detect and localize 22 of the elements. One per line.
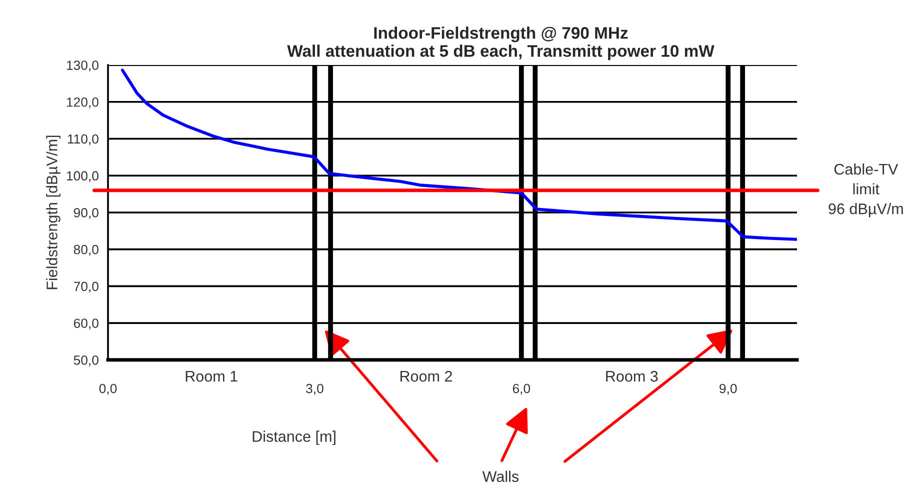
- text: Walls: [482, 470, 519, 482]
- x-tick-label: 0,0: [99, 384, 117, 395]
- y-tick-label: 70,0: [74, 282, 98, 293]
- chart-title: Indoor-Fieldstrength @ 790 MHz Wall attenuation at 5 dB each, Transmitt power 10 mW: [287, 26, 714, 60]
- y-axis-title: Fieldstrength [dBµV/m]: [46, 136, 60, 290]
- y-tick-label: 90,0: [74, 208, 98, 219]
- ref-line-label: Cable-TV limit 96 dBµV/m: [828, 163, 903, 218]
- x-tick-label: 3,0: [306, 384, 324, 395]
- y-tick-label: 80,0: [74, 244, 98, 256]
- y-tick-label: 110,0: [68, 134, 98, 146]
- y-tick-label: 100,0: [66, 171, 98, 182]
- text: Room 3: [606, 370, 658, 382]
- line-series: [120, 68, 798, 241]
- y-tick-label: 60,0: [74, 318, 98, 330]
- y-tick-label: 120,0: [66, 97, 98, 108]
- x-tick-label: 9,0: [720, 384, 737, 395]
- x-tick-label: 6,0: [512, 384, 530, 395]
- y-tick-label: 50,0: [74, 355, 98, 366]
- x-axis-title: Distance [m]: [252, 430, 336, 445]
- y-tick-label: 130,0: [66, 60, 98, 72]
- text: Room 1: [186, 371, 238, 382]
- text: Room 2: [400, 370, 452, 382]
